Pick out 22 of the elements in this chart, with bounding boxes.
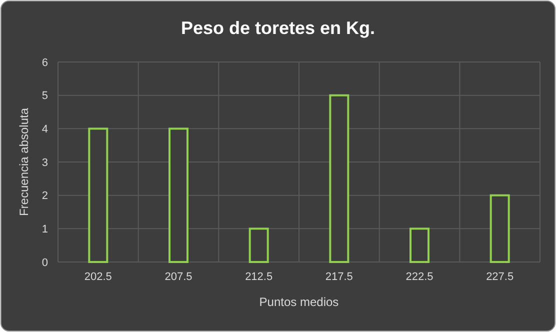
x-tick-label: 227.5 [486,271,514,283]
x-tick-label: 202.5 [84,271,112,283]
x-axis-title: Puntos medios [259,295,339,309]
y-tick-label: 4 [42,124,48,136]
y-tick-label: 6 [42,56,48,69]
bar [410,228,430,263]
chart-title: Peso de toretes en Kg. [180,18,376,38]
bar [329,94,350,263]
bar [168,128,188,263]
x-tick-label: 212.5 [245,271,273,283]
x-tick-label: 222.5 [406,271,434,283]
y-tick-label: 3 [42,156,48,169]
bar [248,228,269,263]
y-axis-title: Frecuencia absoluta [17,108,31,216]
y-tick-label: 0 [42,256,48,269]
x-tick-label: 217.5 [325,271,353,283]
bar [88,128,108,263]
y-tick-label: 2 [42,190,48,202]
y-tick-label: 5 [42,90,48,102]
x-tick-label: 207.5 [164,271,192,283]
bar [490,194,510,263]
y-tick-label: 1 [42,224,48,236]
